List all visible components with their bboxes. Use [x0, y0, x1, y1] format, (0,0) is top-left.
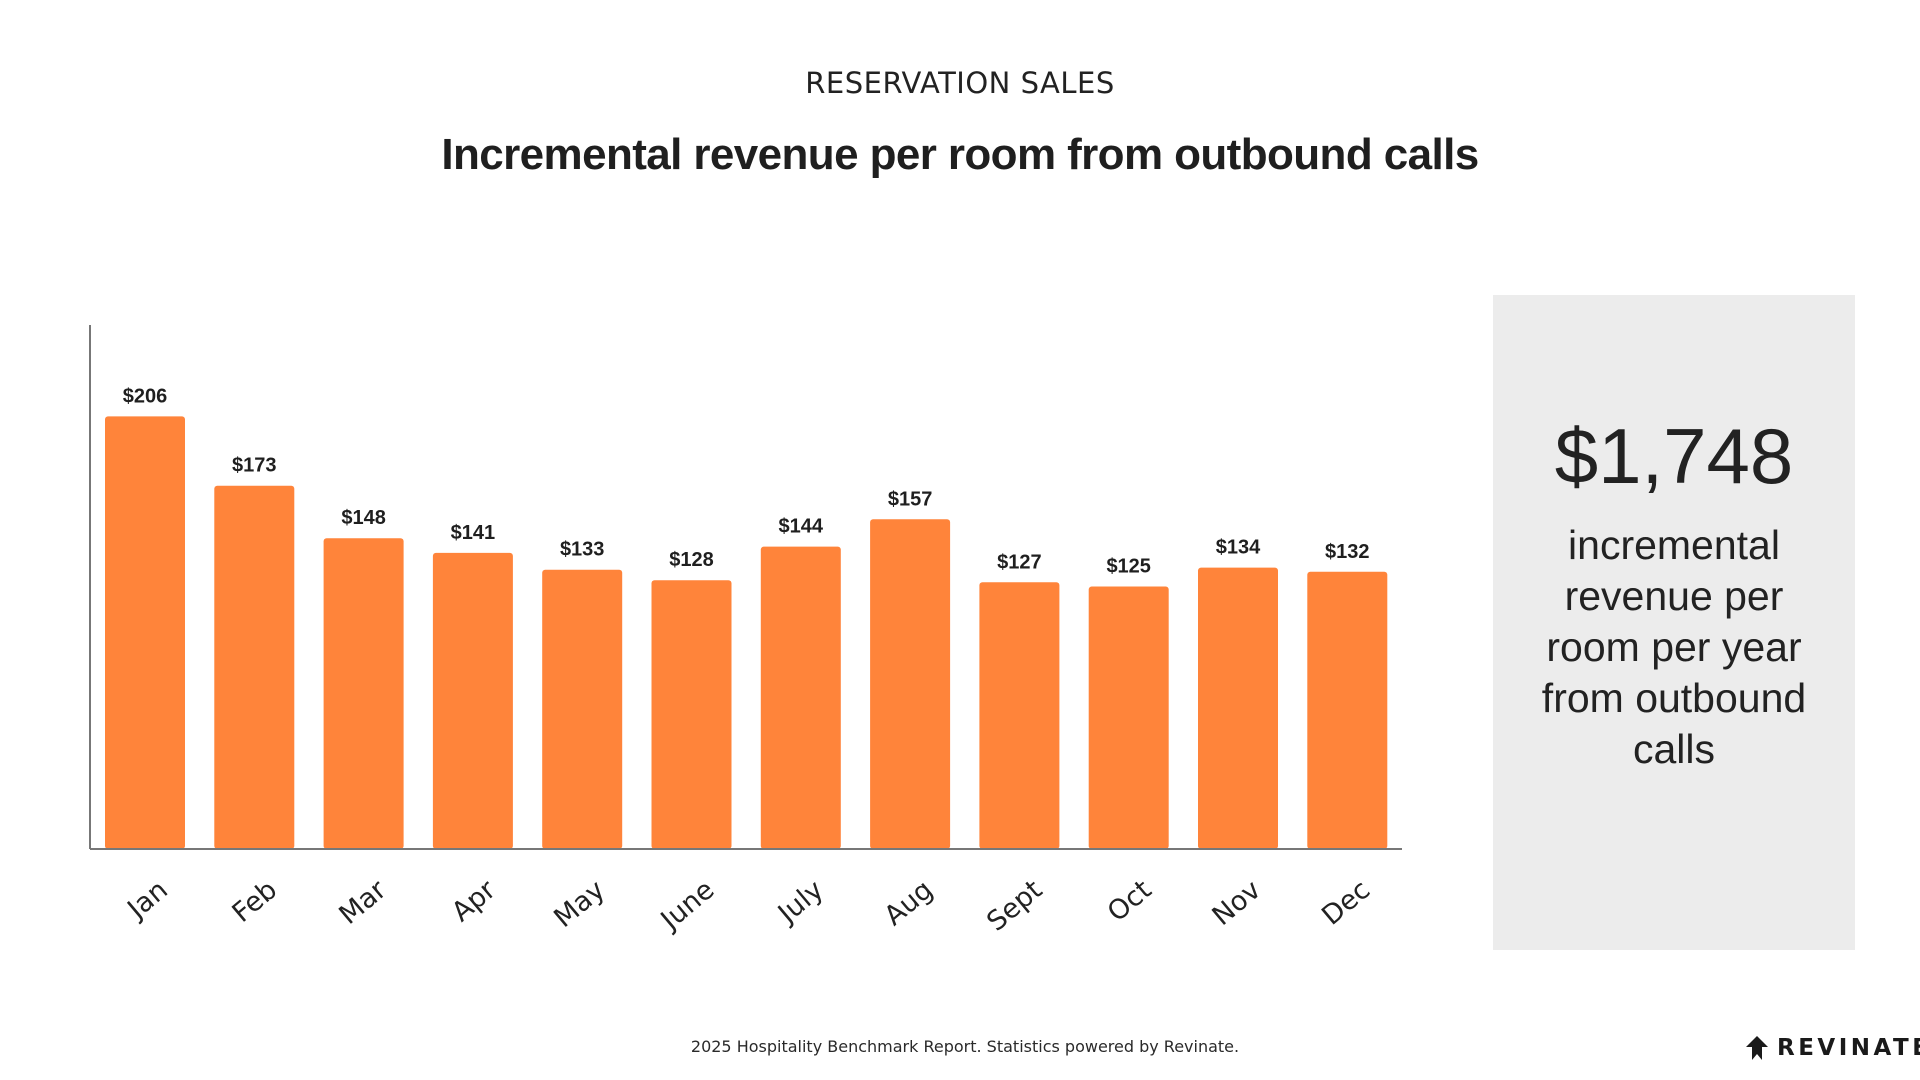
- x-tick-label-jan: Jan: [120, 874, 173, 926]
- bar-july: [760, 546, 841, 849]
- x-tick-label-may: May: [548, 874, 611, 934]
- bar-feb: [214, 485, 295, 849]
- data-label-june: $128: [669, 549, 714, 571]
- x-tick-label-dec: Dec: [1316, 874, 1376, 931]
- x-tick-label-aug: Aug: [879, 874, 939, 932]
- bars-layer: $206 Jan $173 Feb $148 Mar $141 Apr $133 May $128 J…: [105, 385, 1388, 938]
- bar-sept: [979, 582, 1060, 849]
- summary-stat-caption: incremental revenue per room per year fr…: [1541, 522, 1807, 772]
- data-label-july: $144: [779, 516, 824, 538]
- x-tick-label-mar: Mar: [333, 874, 393, 931]
- section-eyebrow: RESERVATION SALES: [805, 66, 1115, 100]
- x-tick-label-july: July: [771, 874, 830, 930]
- data-label-aug: $157: [888, 488, 933, 510]
- bar-nov: [1198, 567, 1278, 849]
- data-label-sept: $127: [997, 551, 1042, 573]
- summary-stat-panel: $1,748 incremental revenue per room per …: [1493, 295, 1855, 950]
- x-tick-label-june: June: [654, 874, 721, 937]
- x-tick-label-nov: Nov: [1207, 874, 1267, 932]
- bar-aug: [870, 519, 951, 849]
- chart-title: Incremental revenue per room from outbou…: [441, 130, 1479, 179]
- bar-chart: $206 Jan $173 Feb $148 Mar $141 Apr $133 May $128 J…: [89, 325, 1402, 938]
- bar-may: [542, 569, 623, 849]
- data-label-dec: $132: [1325, 541, 1370, 563]
- brand-name: REVINATE: [1777, 1035, 1920, 1061]
- x-tick-label-feb: Feb: [227, 874, 284, 928]
- bar-dec: [1307, 571, 1388, 849]
- brand-logo: REVINATE: [1745, 1034, 1920, 1062]
- data-label-mar: $148: [341, 507, 386, 529]
- bar-oct: [1088, 586, 1169, 849]
- data-label-apr: $141: [451, 522, 496, 544]
- data-label-nov: $134: [1216, 537, 1261, 559]
- data-label-jan: $206: [123, 385, 168, 407]
- data-label-oct: $125: [1106, 556, 1151, 578]
- data-label-may: $133: [560, 539, 605, 561]
- revinate-logo-icon: [1746, 1036, 1768, 1060]
- bar-mar: [323, 538, 404, 849]
- bar-june: [651, 580, 732, 849]
- bar-jan: [105, 416, 185, 849]
- data-label-feb: $173: [232, 455, 277, 477]
- x-tick-label-oct: Oct: [1102, 874, 1158, 928]
- summary-stat-value: $1,748: [1554, 412, 1794, 500]
- x-tick-label-sept: Sept: [981, 874, 1048, 937]
- bar-apr: [432, 552, 513, 849]
- x-tick-label-apr: Apr: [446, 874, 502, 928]
- footer-source-note: 2025 Hospitality Benchmark Report. Stati…: [690, 1037, 1240, 1056]
